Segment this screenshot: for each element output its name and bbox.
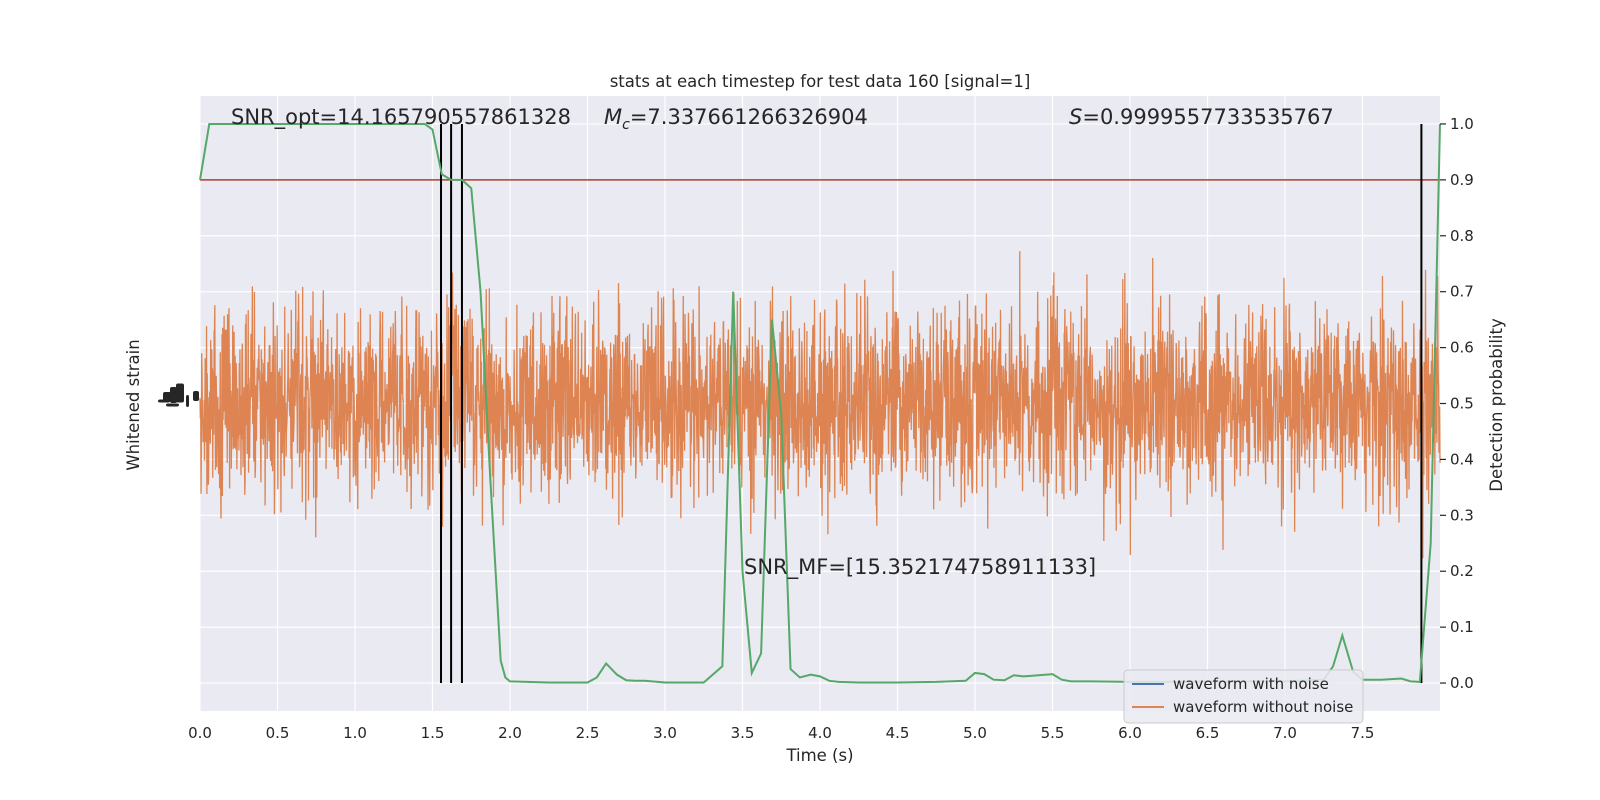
left-tick-glyph-6 xyxy=(166,403,179,407)
x-axis-label: Time (s) xyxy=(785,746,853,765)
left-tick-glyphs xyxy=(158,383,199,407)
left-tick-glyph-1 xyxy=(163,392,171,402)
legend: waveform with noise waveform without noi… xyxy=(1123,669,1364,724)
x-tick-label-0: 0.0 xyxy=(188,724,212,742)
y-tick-label-8: 0.8 xyxy=(1450,227,1474,245)
x-tick-label-1: 0.5 xyxy=(266,724,290,742)
left-tick-glyph-4 xyxy=(186,395,189,407)
x-tick-label-4: 2.0 xyxy=(498,724,522,742)
x-tick-label-15: 7.5 xyxy=(1351,724,1375,742)
x-tick-label-9: 4.5 xyxy=(886,724,910,742)
x-tick-label-14: 7.0 xyxy=(1273,724,1297,742)
x-tick-label-5: 2.5 xyxy=(576,724,600,742)
y-tick-label-6: 0.6 xyxy=(1450,339,1474,357)
x-ticks: 0.0 0.5 1.0 1.5 2.0 2.5 3.0 3.5 4.0 4.5 5.0 5.5 6.0 6… xyxy=(188,724,1374,742)
y-tick-label-5: 0.5 xyxy=(1450,395,1474,413)
left-tick-glyph-2 xyxy=(170,387,177,403)
y-tick-label-7: 0.7 xyxy=(1450,283,1474,301)
x-tick-label-10: 5.0 xyxy=(963,724,987,742)
left-tick-glyph-3 xyxy=(176,383,184,403)
s-symbol: S xyxy=(1069,105,1082,129)
y-axis-label-right: Detection probability xyxy=(1487,318,1506,492)
left-tick-glyph-5 xyxy=(193,391,199,401)
x-tick-label-11: 5.5 xyxy=(1041,724,1065,742)
y-tick-label-3: 0.3 xyxy=(1450,506,1474,524)
y-tick-label-10: 1.0 xyxy=(1450,115,1474,133)
y-tick-label-9: 0.9 xyxy=(1450,171,1474,189)
y-tick-label-4: 0.4 xyxy=(1450,450,1474,468)
legend-label-with-noise: waveform with noise xyxy=(1173,675,1329,693)
mc-symbol: M xyxy=(604,105,622,129)
y-tick-label-2: 0.2 xyxy=(1450,562,1474,580)
x-tick-label-3: 1.5 xyxy=(421,724,445,742)
x-tick-label-13: 6.5 xyxy=(1196,724,1220,742)
x-tick-label-8: 4.0 xyxy=(808,724,832,742)
strain-trace-without-noise xyxy=(199,251,1441,559)
x-tick-label-7: 3.5 xyxy=(731,724,755,742)
y-axis-label-left: Whitened strain xyxy=(124,339,143,470)
vertical-lines xyxy=(440,123,1423,684)
legend-box xyxy=(1123,669,1364,724)
annotation-snr-mf: SNR_MF=[15.352174758911133] xyxy=(744,555,1096,580)
x-tick-label-2: 1.0 xyxy=(343,724,367,742)
strain-series xyxy=(199,251,1441,559)
annotation-mc: Mc=7.337661266326904 xyxy=(604,105,868,133)
chart-title: stats at each timestep for test data 160… xyxy=(610,72,1031,91)
x-tick-label-12: 6.0 xyxy=(1118,724,1142,742)
s-value: =0.9999557733535767 xyxy=(1082,105,1333,129)
annotation-snr-opt: SNR_opt=14.165790557861328 xyxy=(231,105,571,130)
legend-label-without-noise: waveform without noise xyxy=(1173,698,1353,716)
y-tick-label-1: 0.1 xyxy=(1450,618,1474,636)
y-ticks-right: 0.0 0.1 0.2 0.3 0.4 0.5 0.6 0.7 0.8 0.9 1.0 xyxy=(1440,115,1474,692)
y-tick-label-0: 0.0 xyxy=(1450,674,1474,692)
x-tick-label-6: 3.0 xyxy=(653,724,677,742)
annotation-s: S=0.9999557733535767 xyxy=(1069,105,1334,129)
mc-value: =7.337661266326904 xyxy=(630,105,868,129)
mc-subscript: c xyxy=(622,117,630,133)
